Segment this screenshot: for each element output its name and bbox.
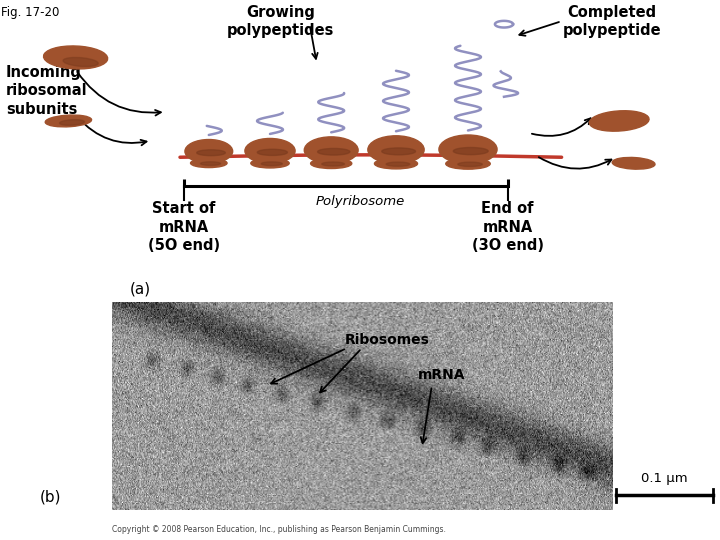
Ellipse shape [251, 159, 289, 168]
Ellipse shape [368, 136, 424, 164]
Text: 0.1 μm: 0.1 μm [641, 472, 688, 485]
Ellipse shape [185, 139, 233, 163]
Text: End of
mRNA
(3Ο end): End of mRNA (3Ο end) [472, 201, 544, 253]
Text: Start of
mRNA
(5Ο end): Start of mRNA (5Ο end) [148, 201, 220, 253]
Ellipse shape [310, 158, 352, 168]
Ellipse shape [454, 147, 488, 154]
Ellipse shape [191, 159, 227, 167]
Ellipse shape [590, 111, 649, 131]
Ellipse shape [257, 149, 287, 156]
Text: Completed
polypeptide: Completed polypeptide [563, 4, 661, 38]
Text: Polyribosome: Polyribosome [315, 195, 405, 208]
Ellipse shape [382, 148, 415, 155]
Ellipse shape [63, 57, 98, 66]
Ellipse shape [318, 148, 350, 155]
Text: Fig. 17-20: Fig. 17-20 [1, 6, 60, 19]
Text: Copyright © 2008 Pearson Education, Inc., publishing as Pearson Benjamin Cumming: Copyright © 2008 Pearson Education, Inc.… [112, 524, 446, 534]
Ellipse shape [439, 135, 497, 164]
Ellipse shape [200, 162, 220, 165]
Ellipse shape [43, 46, 108, 69]
Text: (b): (b) [40, 490, 61, 505]
Ellipse shape [386, 162, 410, 166]
Ellipse shape [446, 158, 490, 169]
Ellipse shape [261, 162, 282, 166]
Text: mRNA: mRNA [418, 368, 466, 382]
Ellipse shape [245, 138, 295, 163]
Ellipse shape [374, 158, 418, 169]
Ellipse shape [458, 162, 482, 166]
Text: Ribosomes: Ribosomes [344, 333, 429, 347]
Text: Growing
polypeptides: Growing polypeptides [227, 4, 335, 38]
Ellipse shape [305, 137, 358, 164]
Text: (a): (a) [130, 281, 150, 296]
Ellipse shape [197, 150, 225, 156]
Ellipse shape [45, 115, 91, 127]
Text: Incoming
ribosomal
subunits: Incoming ribosomal subunits [6, 65, 87, 117]
Ellipse shape [322, 162, 344, 166]
Ellipse shape [612, 158, 655, 169]
Ellipse shape [60, 120, 84, 125]
